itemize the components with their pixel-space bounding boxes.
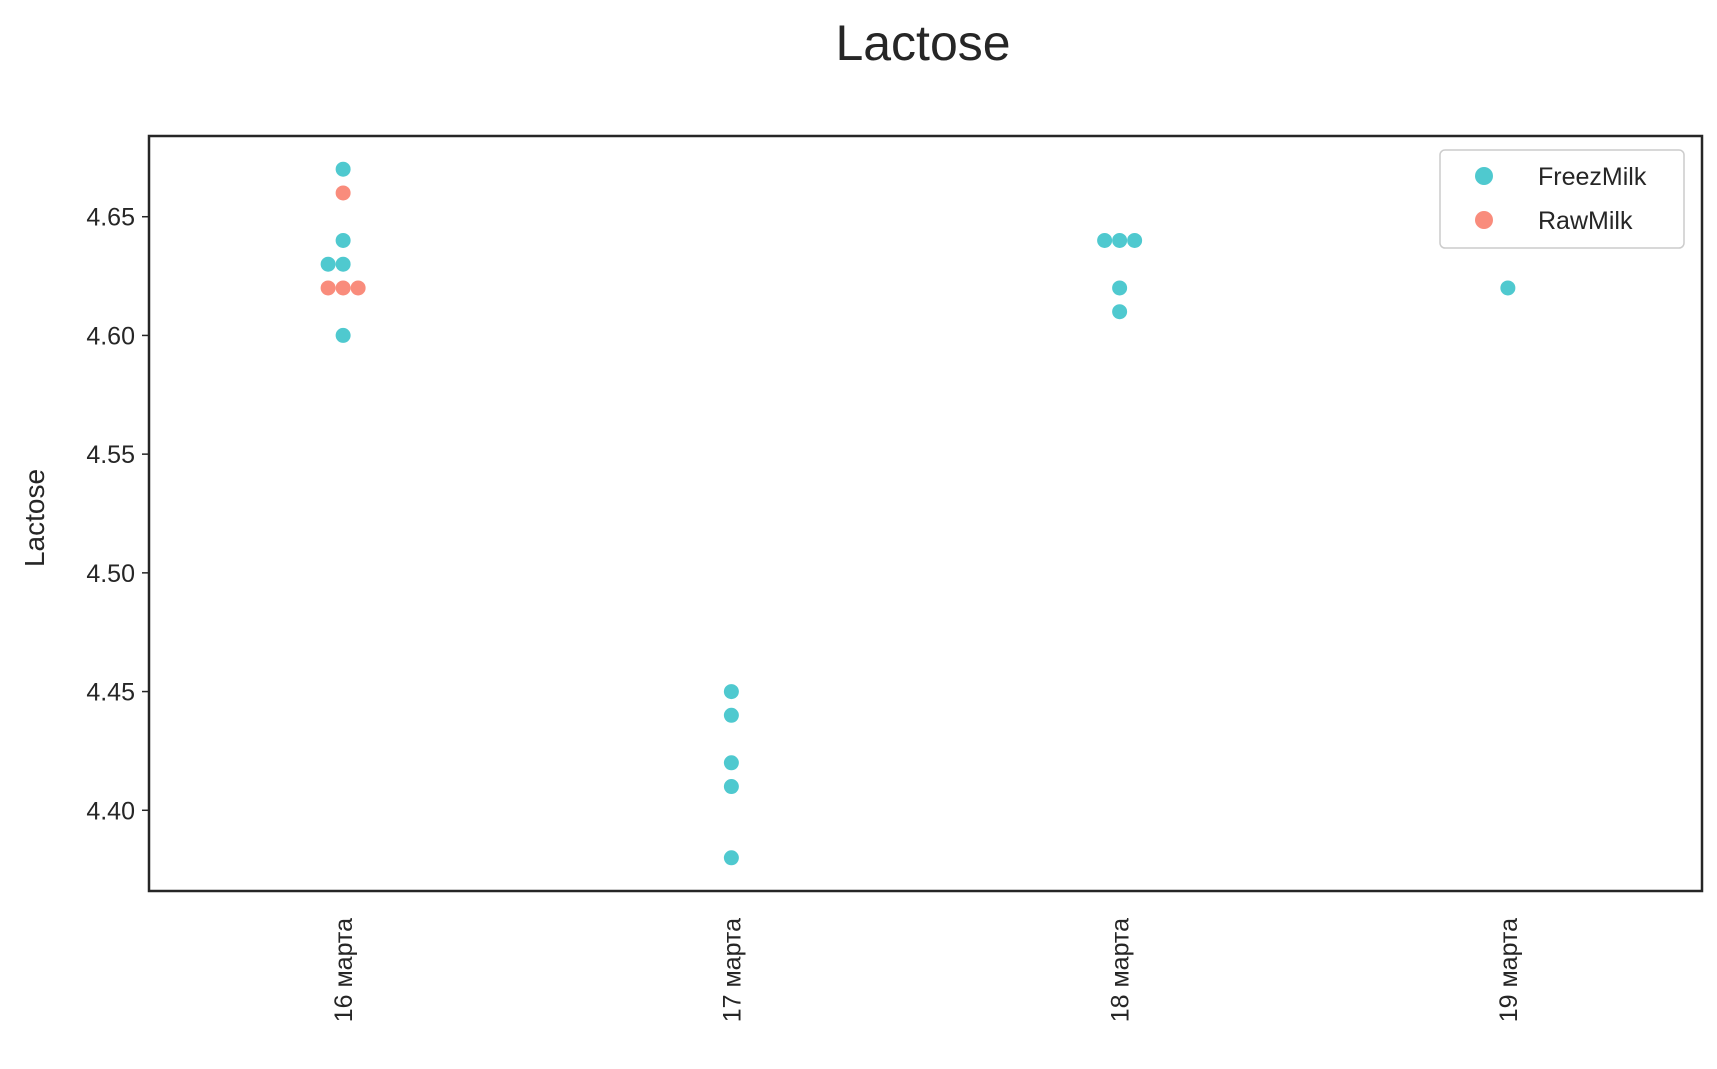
legend-label-rawmilk: RawMilk	[1538, 207, 1633, 235]
data-point-freezmilk-15	[1500, 280, 1516, 296]
legend-label-freezmilk: FreezMilk	[1538, 163, 1647, 191]
y-tick-label: 4.50	[86, 560, 135, 588]
plot-frame	[147, 134, 1704, 893]
data-point-rawmilk-3	[350, 280, 366, 296]
plot-area	[320, 161, 1516, 866]
y-tick-label: 4.40	[86, 797, 135, 825]
y-tick-label: 4.55	[86, 441, 135, 469]
data-point-freezmilk-11	[1112, 232, 1128, 248]
data-point-freezmilk-1	[335, 232, 351, 248]
legend-marker-freezmilk	[1475, 167, 1493, 185]
legend: FreezMilk RawMilk	[1439, 149, 1685, 249]
data-point-freezmilk-9	[723, 850, 739, 866]
x-axis: 16 марта 17 марта 18 марта 19 марта	[330, 918, 1523, 1022]
chart-title: Lactose	[835, 15, 1010, 71]
data-point-freezmilk-3	[335, 256, 351, 272]
data-point-rawmilk-0	[335, 185, 351, 201]
data-point-freezmilk-2	[320, 256, 336, 272]
y-axis-label: Lactose	[19, 469, 50, 567]
data-point-freezmilk-10	[1097, 232, 1113, 248]
y-tick-label: 4.45	[86, 679, 135, 707]
y-axis: 4.40 4.45 4.50 4.55 4.60 4.65	[86, 204, 149, 825]
x-tick-label: 18 марта	[1107, 918, 1135, 1022]
data-point-rawmilk-2	[335, 280, 351, 296]
data-point-freezmilk-4	[335, 327, 351, 343]
data-point-freezmilk-14	[1112, 304, 1128, 320]
data-point-freezmilk-12	[1127, 232, 1143, 248]
x-tick-label: 17 марта	[718, 918, 746, 1022]
legend-marker-rawmilk	[1475, 211, 1493, 229]
data-point-freezmilk-7	[723, 755, 739, 771]
data-point-freezmilk-0	[335, 161, 351, 177]
data-point-freezmilk-13	[1112, 280, 1128, 296]
data-point-freezmilk-6	[723, 707, 739, 723]
x-tick-label: 16 марта	[330, 918, 358, 1022]
data-point-rawmilk-1	[320, 280, 336, 296]
x-tick-label: 19 марта	[1495, 918, 1523, 1022]
data-point-freezmilk-8	[723, 779, 739, 795]
legend-box	[1439, 149, 1685, 249]
y-tick-label: 4.60	[86, 322, 135, 350]
y-tick-label: 4.65	[86, 204, 135, 232]
data-point-freezmilk-5	[723, 684, 739, 700]
